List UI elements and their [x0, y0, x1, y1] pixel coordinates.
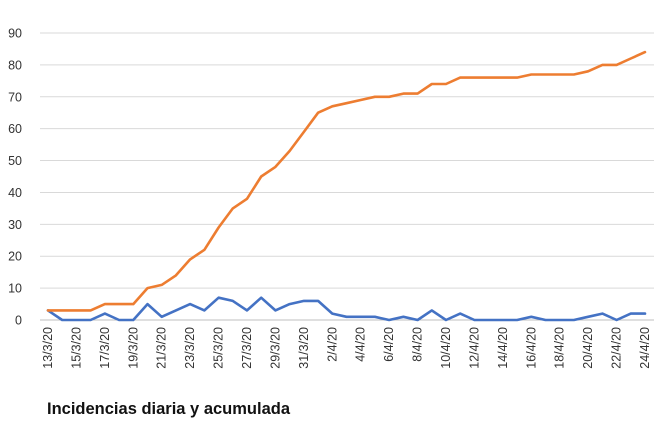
x-tick-label: 21/3/20: [155, 327, 169, 369]
y-axis: 0 10 20 30 40 50 60 70 80 90: [8, 27, 22, 328]
x-tick-label: 18/4/20: [553, 327, 567, 369]
x-tick-label: 13/3/20: [41, 327, 55, 369]
x-tick-label: 4/4/20: [354, 327, 368, 362]
series-line-cumulative: [46, 50, 647, 312]
y-tick-label: 60: [8, 122, 22, 136]
x-tick-label: 29/3/20: [268, 327, 282, 369]
x-tick-label: 22/4/20: [610, 327, 624, 369]
x-tick-label: 17/3/20: [98, 327, 112, 369]
y-tick-label: 90: [8, 27, 22, 41]
x-tick-label: 8/4/20: [411, 327, 425, 362]
x-tick-label: 23/3/20: [183, 327, 197, 369]
y-tick-label: 30: [8, 218, 22, 232]
x-axis: 13/3/20 15/3/20 17/3/20 19/3/20 21/3/20 23/3/…: [41, 327, 652, 369]
chart-caption: Incidencias diaria y acumulada: [47, 400, 291, 418]
x-tick-label: 2/4/20: [325, 327, 339, 362]
y-tick-label: 0: [15, 314, 22, 328]
series-lines: [46, 50, 647, 322]
x-tick-label: 6/4/20: [382, 327, 396, 362]
x-tick-label: 14/4/20: [496, 327, 510, 369]
y-tick-label: 80: [8, 58, 22, 72]
y-tick-label: 40: [8, 186, 22, 200]
x-tick-label: 31/3/20: [297, 327, 311, 369]
x-tick-label: 24/4/20: [638, 327, 652, 369]
y-tick-label: 10: [8, 282, 22, 296]
y-tick-label: 70: [8, 90, 22, 104]
y-tick-label: 50: [8, 154, 22, 168]
x-tick-label: 15/3/20: [69, 327, 83, 369]
series-line-daily: [46, 296, 647, 322]
gridlines: [40, 32, 654, 321]
x-tick-label: 20/4/20: [581, 327, 595, 369]
y-tick-label: 20: [8, 250, 22, 264]
x-tick-label: 19/3/20: [126, 327, 140, 369]
x-tick-label: 10/4/20: [439, 327, 453, 369]
x-tick-label: 12/4/20: [467, 327, 481, 369]
x-tick-label: 27/3/20: [240, 327, 254, 369]
x-tick-label: 25/3/20: [212, 327, 226, 369]
x-tick-label: 16/4/20: [524, 327, 538, 369]
